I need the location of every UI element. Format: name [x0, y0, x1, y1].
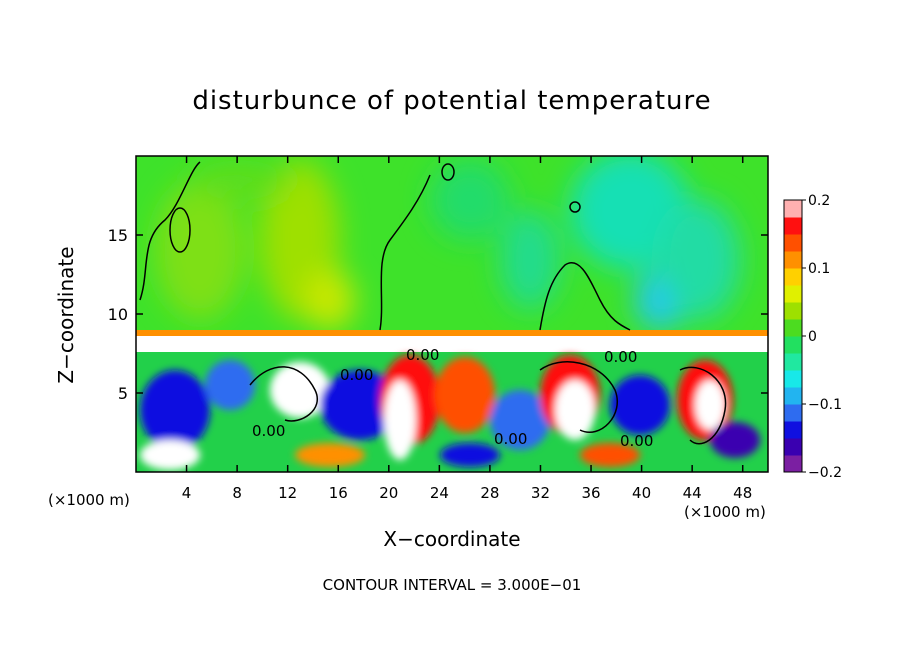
warm-anomaly	[190, 160, 290, 200]
contour-label: 0.00	[252, 422, 285, 440]
colorbar-tick-label: 0	[808, 329, 817, 345]
contour-lines	[139, 161, 727, 445]
x-tick-label: 24	[430, 484, 449, 502]
strong-eddy	[555, 380, 595, 440]
colorbar-swatch	[784, 336, 802, 354]
colorbar-swatch	[784, 217, 802, 235]
y-tick-label: 15	[108, 226, 128, 245]
x-tick-label: 36	[581, 484, 600, 502]
plot-area	[136, 156, 768, 472]
contour-label: 0.00	[494, 430, 527, 448]
colorbar-swatch	[784, 285, 802, 303]
cold-eddy	[490, 390, 550, 450]
contour-line	[249, 366, 318, 422]
cold-eddy	[610, 375, 670, 435]
colorbar-swatch	[784, 319, 802, 337]
colorbar-swatch	[784, 200, 802, 218]
y-axis-ticks: 5 10 15	[108, 226, 768, 403]
cold-eddy	[320, 370, 400, 440]
colorbar-swatch	[784, 302, 802, 320]
x-axis-label-text: X−coordinate	[383, 527, 521, 551]
strong-eddy	[140, 440, 200, 470]
cold-eddy	[710, 422, 760, 458]
colorbar-ticks: 0.2 0.1 0 −0.1 −0.2	[802, 193, 842, 481]
colorbar	[784, 200, 802, 473]
colorbar-swatch	[784, 268, 802, 286]
x-tick-label: 48	[733, 484, 752, 502]
contour-line	[569, 201, 581, 213]
x-tick-label: 12	[278, 484, 297, 502]
cold-eddy	[205, 360, 255, 410]
colorbar-swatch	[784, 251, 802, 269]
warm-anomaly	[305, 270, 355, 330]
colorbar-tick-label: 0.1	[808, 261, 830, 277]
colorbar-swatch	[784, 353, 802, 371]
colorbar-swatch	[784, 455, 802, 473]
y-tick-label: 10	[108, 305, 128, 324]
warm-eddy	[295, 443, 365, 467]
contour-label: 0.00	[406, 346, 439, 364]
colorbar-swatch	[784, 234, 802, 252]
cool-anomaly	[570, 156, 690, 270]
contour-line	[679, 366, 727, 445]
colorbar-tick-label: 0.2	[808, 193, 830, 209]
x-axis-label: X−coordinate	[0, 527, 904, 551]
contour-line	[139, 161, 201, 301]
y-tick-label: 5	[118, 384, 128, 403]
y-unit-label: (×1000 m)	[48, 491, 130, 509]
x-tick-label: 40	[632, 484, 651, 502]
x-axis-ticks: 4 8 12 16 20 24 28 32 36 40 44 48	[182, 156, 752, 502]
contour-label: 0.00	[340, 366, 373, 384]
contour-label: 0.00	[604, 348, 637, 366]
contour-line	[379, 174, 431, 331]
warm-anomaly	[155, 180, 245, 320]
strong-eddy	[270, 362, 330, 418]
x-tick-label: 44	[683, 484, 702, 502]
x-tick-label: 20	[379, 484, 398, 502]
colorbar-tick-label: −0.2	[808, 465, 842, 481]
colorbar-swatch	[784, 421, 802, 439]
upper-layer-anomalies	[155, 156, 740, 330]
x-tick-label: 28	[480, 484, 499, 502]
x-tick-label: 16	[329, 484, 348, 502]
colorbar-tick-label: −0.1	[808, 397, 842, 413]
contour-line	[441, 163, 455, 181]
contour-value-labels: 0.00 0.00 0.00 0.00 0.00 0.00	[252, 346, 653, 450]
x-tick-label: 32	[531, 484, 550, 502]
lower-layer-eddies	[140, 355, 760, 470]
contour-line	[539, 361, 618, 433]
interface-band-warm	[136, 330, 768, 336]
interface-band	[136, 336, 768, 354]
x-tick-label: 4	[182, 484, 192, 502]
contour-line	[169, 207, 191, 253]
cold-eddy	[440, 443, 500, 467]
warm-eddy	[580, 443, 640, 467]
colorbar-swatch	[784, 438, 802, 456]
chart-title: disturbunce of potential temperature	[192, 86, 712, 116]
cold-eddy	[140, 370, 210, 450]
colorbar-swatch	[784, 370, 802, 388]
x-tick-label: 8	[232, 484, 242, 502]
strong-eddy	[695, 380, 725, 430]
cool-anomaly	[500, 210, 560, 310]
warm-eddy	[435, 357, 495, 433]
x-unit-label: (×1000 m)	[684, 503, 766, 521]
colorbar-swatch	[784, 387, 802, 405]
strong-eddy	[384, 380, 416, 460]
contour-label: 0.00	[620, 432, 653, 450]
contour-line	[539, 262, 631, 331]
contour-interval-label: CONTOUR INTERVAL = 3.000E−01	[322, 576, 582, 594]
cool-anomaly	[660, 200, 740, 320]
colorbar-swatch	[784, 404, 802, 422]
